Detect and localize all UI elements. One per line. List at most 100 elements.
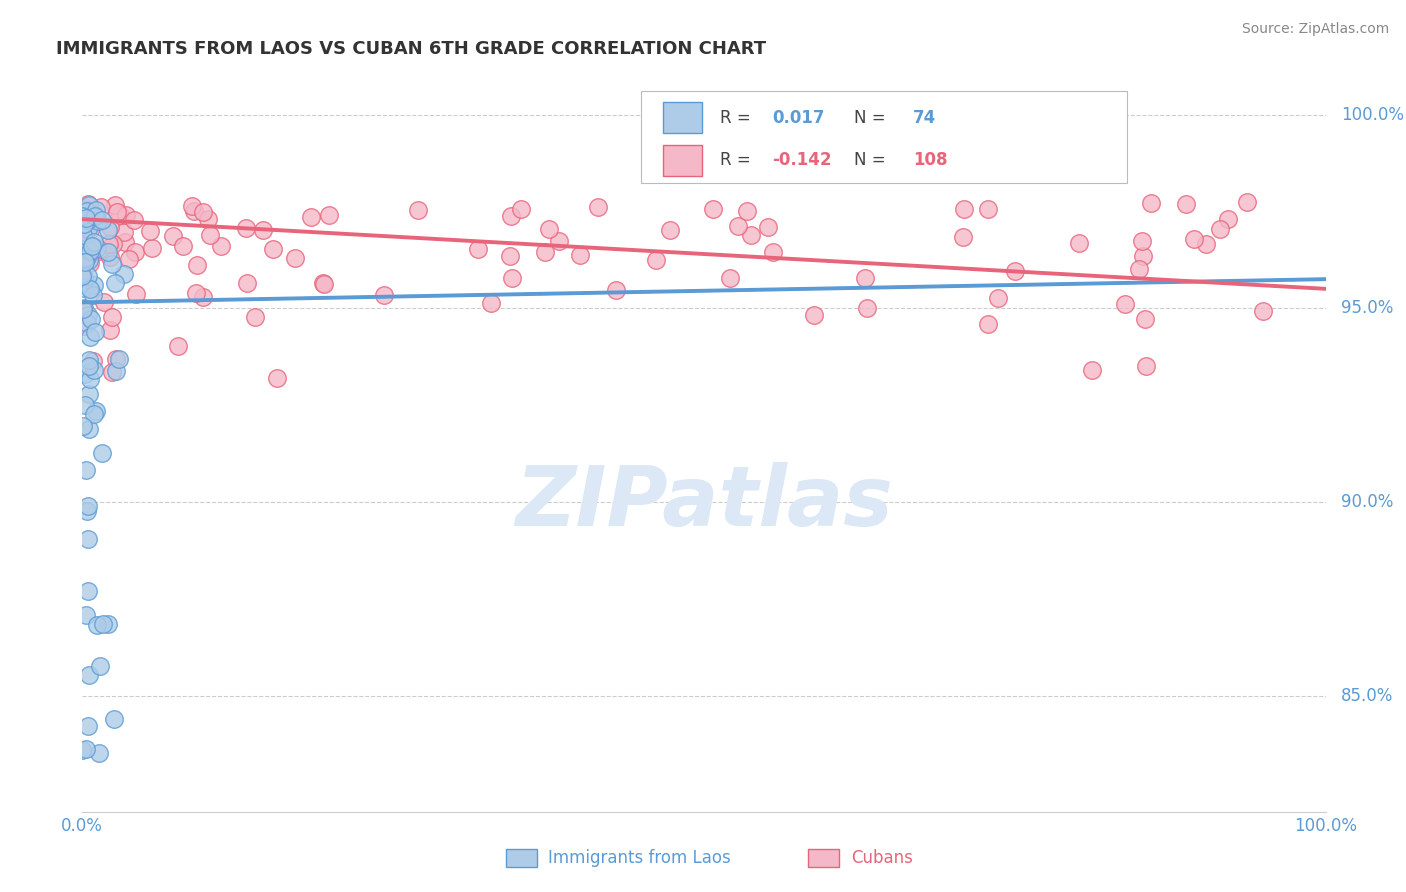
Point (467, 242, 489, 256)
Point (75, 607, 97, 622)
Point (72, 218, 94, 232)
Point (756, 219, 779, 234)
Point (104, 276, 127, 290)
Point (548, 234, 571, 248)
Point (77, 359, 100, 373)
Text: 95.0%: 95.0% (1341, 299, 1393, 318)
Point (299, 211, 322, 225)
Point (124, 244, 146, 259)
Point (702, 202, 724, 216)
Point (141, 241, 163, 255)
Point (72, 211, 94, 225)
Text: ZIPatlas: ZIPatlas (515, 462, 893, 543)
Point (77, 352, 100, 367)
Point (740, 227, 762, 242)
Point (100, 257, 122, 271)
Point (80, 208, 103, 222)
Point (83, 209, 105, 223)
Point (103, 712, 125, 726)
Point (83, 407, 105, 421)
Point (73, 255, 96, 269)
Point (73, 269, 96, 284)
Point (86, 618, 108, 632)
Point (87, 746, 110, 760)
Point (77, 308, 100, 322)
Point (79, 387, 101, 401)
Point (97, 617, 120, 632)
Point (75, 252, 97, 266)
Point (243, 310, 266, 325)
Point (110, 208, 132, 222)
Point (87, 244, 110, 259)
Point (1195, 237, 1218, 252)
Point (75, 202, 97, 217)
Point (77, 221, 100, 235)
Point (108, 351, 131, 366)
Text: N =: N = (855, 152, 891, 169)
Point (82, 354, 104, 368)
Text: -0.142: -0.142 (772, 152, 831, 169)
Point (79, 668, 101, 682)
Point (73, 367, 96, 381)
Point (1140, 195, 1163, 210)
Point (77, 212, 100, 227)
Point (83, 235, 105, 250)
Point (75, 397, 97, 411)
Text: 0.017: 0.017 (772, 109, 825, 127)
Point (72, 228, 94, 243)
Point (73, 216, 96, 230)
Text: 108: 108 (912, 152, 948, 169)
Point (112, 225, 135, 239)
Point (856, 301, 879, 315)
Point (1081, 363, 1104, 377)
Point (76, 584, 98, 599)
Text: N =: N = (855, 109, 891, 127)
Point (84, 202, 107, 217)
Point (79, 372, 101, 386)
Point (77, 422, 100, 436)
Point (124, 212, 146, 227)
Point (499, 249, 522, 263)
Point (1251, 303, 1274, 318)
Point (266, 371, 288, 385)
Point (953, 202, 976, 217)
Point (1069, 235, 1091, 250)
Point (537, 221, 560, 235)
Point (101, 365, 124, 379)
Point (73, 235, 96, 249)
Point (93, 295, 115, 310)
Point (1132, 249, 1154, 263)
Point (97, 223, 120, 237)
Point (87, 214, 110, 228)
Point (481, 296, 503, 310)
Point (76, 504, 98, 518)
Point (80, 311, 103, 326)
Point (73, 231, 96, 245)
Point (853, 270, 876, 285)
Point (73, 217, 96, 231)
Point (101, 237, 124, 252)
Point (605, 283, 627, 297)
Point (162, 229, 184, 244)
Point (77, 196, 100, 211)
Point (803, 308, 825, 322)
Point (236, 276, 259, 290)
Point (183, 203, 205, 218)
Point (98, 323, 121, 337)
Text: 90.0%: 90.0% (1341, 493, 1393, 511)
Point (70, 242, 93, 256)
Point (167, 339, 190, 353)
Point (70, 269, 93, 284)
Text: Source: ZipAtlas.com: Source: ZipAtlas.com (1241, 22, 1389, 37)
Point (1132, 235, 1154, 249)
Point (1175, 197, 1198, 211)
Point (72, 302, 94, 317)
Point (98, 220, 121, 235)
Point (73, 301, 96, 316)
Point (373, 287, 395, 301)
Point (76, 250, 98, 264)
Point (73, 281, 96, 295)
Text: Immigrants from Laos: Immigrants from Laos (548, 849, 731, 867)
FancyBboxPatch shape (641, 91, 1126, 183)
Point (90, 200, 112, 214)
